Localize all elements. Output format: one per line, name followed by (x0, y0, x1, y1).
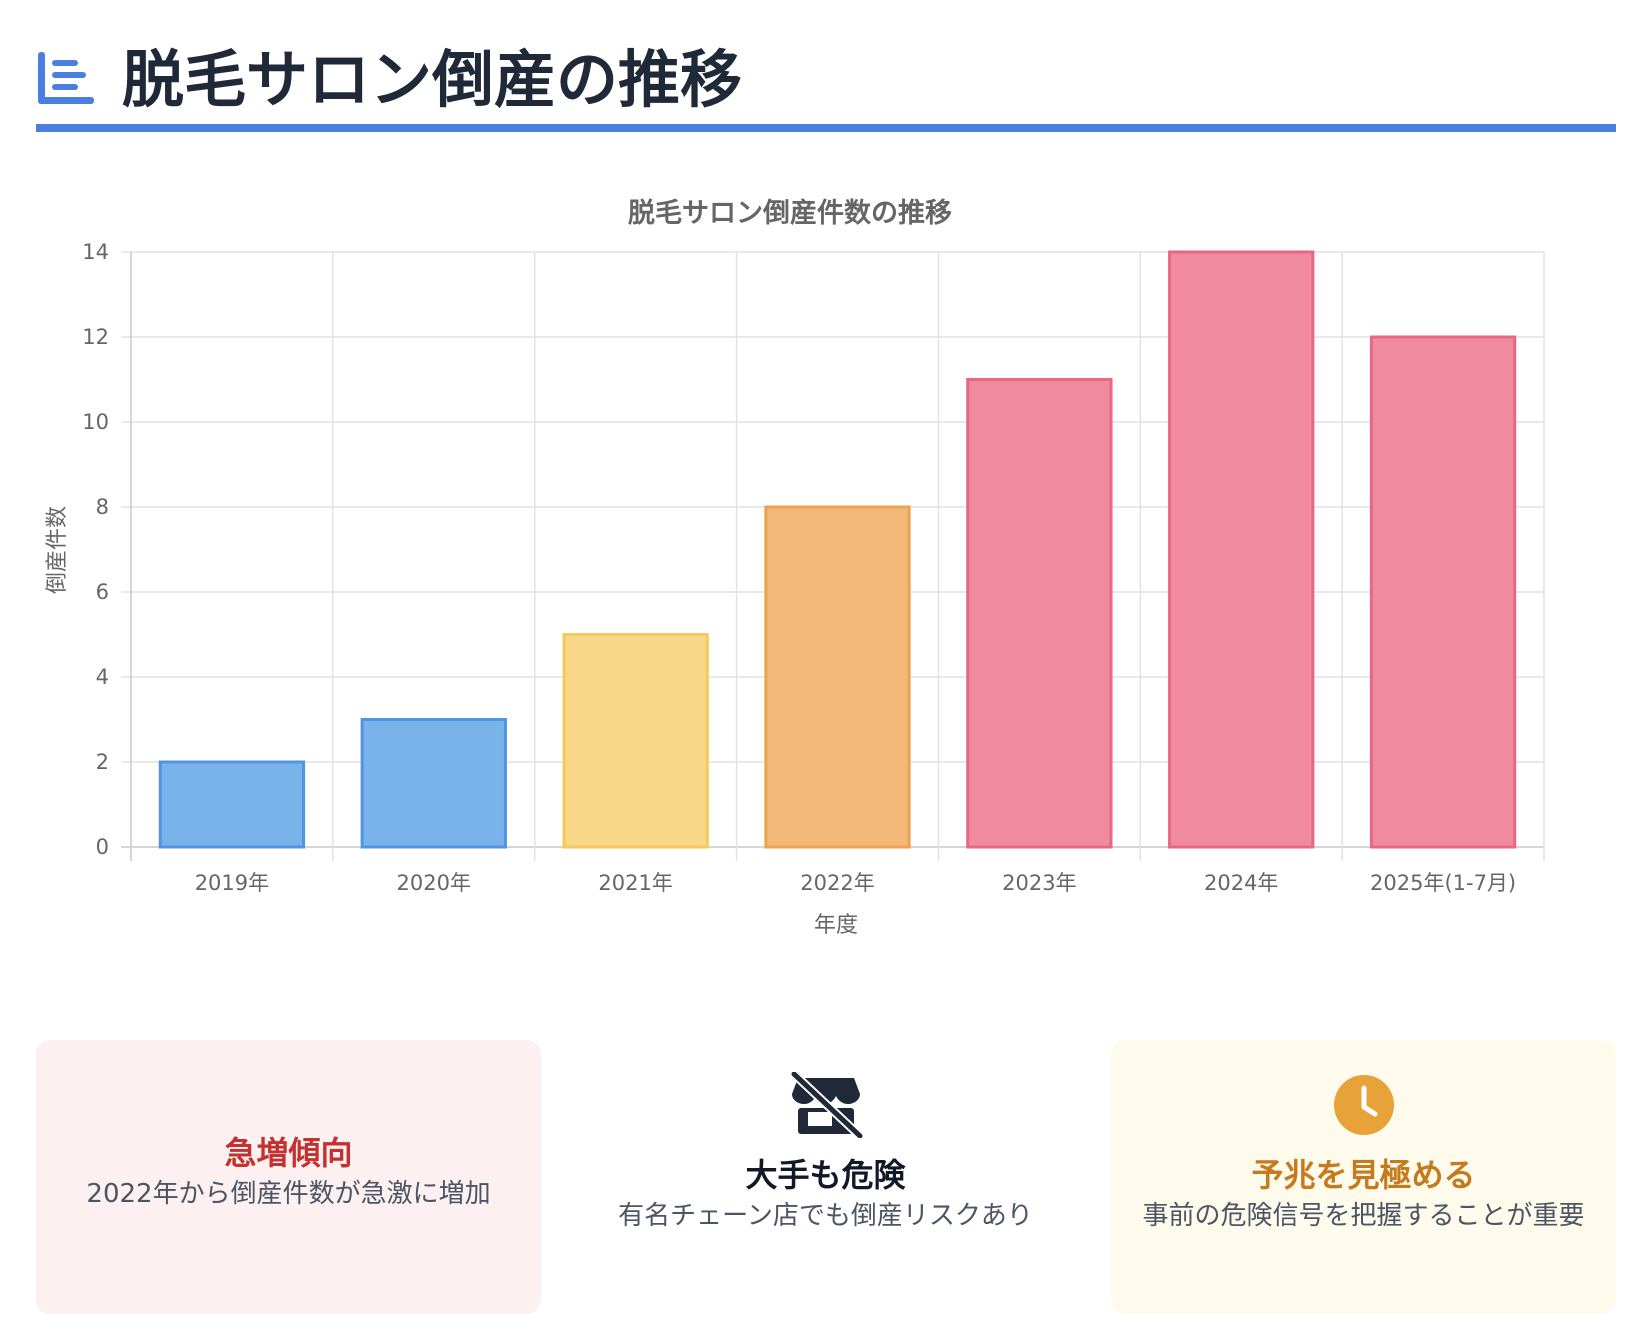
clock-icon (1333, 1075, 1394, 1135)
y-tick-label: 14 (82, 240, 109, 264)
y-tick-label: 6 (96, 580, 109, 604)
x-tick-label: 2020年 (397, 871, 471, 895)
x-tick-label: 2024年 (1204, 871, 1278, 895)
x-tick-label: 2022年 (800, 871, 874, 895)
card-text: 2022年から倒産件数が急激に増加 (86, 1179, 491, 1209)
card-warning-signs: 予兆を見極める 事前の危険信号を把握することが重要 (1111, 1040, 1616, 1314)
summary-cards: 急増傾向 2022年から倒産件数が急激に増加 大手も危険 有名チェーン店でも倒産… (36, 1040, 1616, 1314)
y-tick-label: 8 (96, 495, 109, 519)
bar-2024年 (1168, 250, 1315, 849)
y-tick-label: 0 (96, 835, 109, 859)
bar-2025年(1-7月) (1369, 335, 1517, 849)
x-tick-label: 2019年 (195, 871, 269, 895)
y-tick-label: 10 (82, 410, 109, 434)
chart-bars (158, 250, 1517, 849)
card-text: 有名チェーン店でも倒産リスクあり (618, 1201, 1033, 1231)
chart-title: 脱毛サロン倒産件数の推移 (628, 197, 952, 229)
card-title: 急増傾向 (224, 1134, 353, 1172)
bar-chart: 脱毛サロン倒産件数の推移 0 2 4 6 8 10 12 14 2019年 2020年 2021年… (36, 190, 1616, 990)
y-tick-label: 2 (96, 750, 109, 774)
chart-list-icon (38, 52, 94, 104)
page-title: 脱毛サロン倒産の推移 (122, 43, 743, 116)
x-axis-ticks: 2019年 2020年 2021年 2022年 2023年 2024年 2025年(1-7月… (195, 871, 1516, 895)
x-tick-label: 2021年 (598, 871, 672, 895)
chart-svg: 脱毛サロン倒産件数の推移 0 2 4 6 8 10 12 14 2019年 2020年 2021年… (45, 197, 1545, 938)
bar-2022年 (764, 505, 911, 849)
bar-2020年 (360, 718, 507, 849)
y-axis-label: 倒産件数 (45, 506, 70, 594)
y-tick-label: 4 (96, 665, 109, 689)
x-tick-label: 2023年 (1002, 871, 1076, 895)
y-axis-ticks: 0 2 4 6 8 10 12 14 (82, 240, 109, 859)
store-slash-icon (789, 1072, 864, 1138)
card-major-risk: 大手も危険 有名チェーン店でも倒産リスクあり (573, 1040, 1078, 1314)
card-title: 予兆を見極める (1251, 1156, 1476, 1194)
card-rapid-increase: 急増傾向 2022年から倒産件数が急激に増加 (36, 1040, 541, 1314)
card-text: 事前の危険信号を把握することが重要 (1142, 1201, 1585, 1231)
x-axis-label: 年度 (814, 913, 858, 938)
bar-2021年 (562, 633, 709, 849)
x-tick-label: 2025年(1-7月) (1370, 871, 1516, 895)
bar-2019年 (158, 760, 306, 849)
bar-2023年 (966, 378, 1113, 849)
page-header: 脱毛サロン倒産の推移 (36, 40, 1616, 132)
card-title: 大手も危険 (745, 1156, 906, 1194)
y-tick-label: 12 (82, 325, 109, 349)
